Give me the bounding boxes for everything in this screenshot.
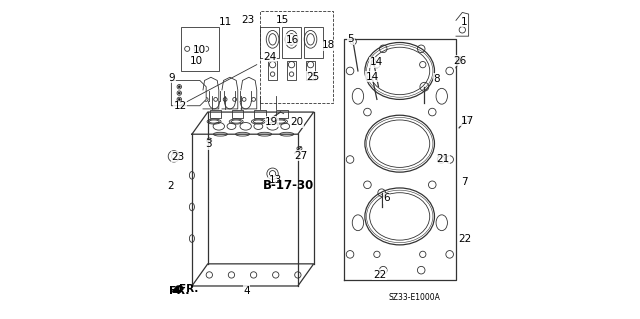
Text: 22: 22 — [458, 234, 472, 244]
Text: 14: 14 — [365, 72, 379, 82]
Circle shape — [179, 92, 180, 94]
Bar — [181, 27, 219, 71]
Text: 10: 10 — [190, 56, 204, 66]
Text: 21: 21 — [436, 154, 449, 164]
Bar — [260, 27, 279, 58]
Text: 11: 11 — [219, 17, 232, 27]
Bar — [282, 27, 301, 58]
Bar — [232, 110, 243, 118]
Text: 27: 27 — [294, 151, 307, 161]
Bar — [268, 62, 277, 80]
Text: 3: 3 — [205, 139, 212, 149]
Text: 13: 13 — [268, 175, 282, 185]
Text: B-17-30: B-17-30 — [263, 179, 314, 192]
Bar — [287, 62, 296, 80]
Text: 26: 26 — [453, 56, 467, 66]
Text: 2: 2 — [168, 182, 174, 191]
Text: 5: 5 — [348, 34, 354, 44]
Text: 23: 23 — [172, 152, 185, 162]
Text: 17: 17 — [460, 116, 474, 126]
Text: 4: 4 — [243, 286, 250, 296]
Text: 19: 19 — [266, 116, 278, 127]
Text: 15: 15 — [276, 15, 289, 26]
Text: 14: 14 — [370, 57, 383, 67]
Bar — [210, 110, 221, 118]
Text: 24: 24 — [264, 52, 276, 62]
Text: 10: 10 — [193, 45, 206, 56]
Text: 25: 25 — [307, 72, 319, 82]
Circle shape — [179, 99, 180, 100]
Text: 9: 9 — [169, 73, 175, 83]
Text: 18: 18 — [322, 40, 335, 50]
Text: 7: 7 — [461, 177, 468, 187]
Bar — [276, 110, 288, 118]
Text: SZ33-E1000A: SZ33-E1000A — [389, 293, 441, 302]
Bar — [306, 62, 316, 80]
Text: 12: 12 — [173, 101, 187, 111]
Text: 20: 20 — [291, 117, 304, 127]
Circle shape — [179, 86, 180, 88]
Text: 22: 22 — [373, 270, 386, 280]
Bar — [304, 27, 323, 58]
Text: 23: 23 — [241, 15, 255, 26]
Text: 6: 6 — [383, 193, 390, 203]
Text: 8: 8 — [433, 74, 440, 84]
Text: FR.: FR. — [179, 284, 198, 294]
Bar — [254, 110, 266, 118]
Polygon shape — [172, 80, 206, 106]
Text: FR.: FR. — [169, 286, 189, 296]
Text: 16: 16 — [285, 35, 299, 45]
Text: 1: 1 — [461, 17, 468, 27]
